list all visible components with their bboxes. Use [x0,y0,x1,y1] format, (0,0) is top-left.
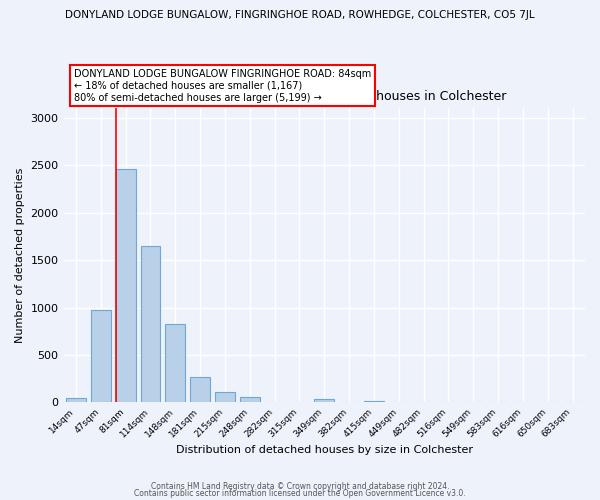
Y-axis label: Number of detached properties: Number of detached properties [15,168,25,343]
Bar [166,324,185,402]
Bar [364,400,384,402]
Bar [314,399,334,402]
Bar [215,392,235,402]
X-axis label: Distribution of detached houses by size in Colchester: Distribution of detached houses by size … [176,445,473,455]
Text: Contains public sector information licensed under the Open Government Licence v3: Contains public sector information licen… [134,490,466,498]
Title: Size of property relative to detached houses in Colchester: Size of property relative to detached ho… [142,90,506,103]
Bar [240,398,260,402]
Text: DONYLAND LODGE BUNGALOW, FINGRINGHOE ROAD, ROWHEDGE, COLCHESTER, CO5 7JL: DONYLAND LODGE BUNGALOW, FINGRINGHOE ROA… [65,10,535,20]
Bar [66,398,86,402]
Bar [190,377,210,402]
Bar [91,310,111,402]
Text: Contains HM Land Registry data © Crown copyright and database right 2024.: Contains HM Land Registry data © Crown c… [151,482,449,491]
Bar [116,169,136,402]
Bar [140,246,160,402]
Text: DONYLAND LODGE BUNGALOW FINGRINGHOE ROAD: 84sqm
← 18% of detached houses are sma: DONYLAND LODGE BUNGALOW FINGRINGHOE ROAD… [74,70,371,102]
